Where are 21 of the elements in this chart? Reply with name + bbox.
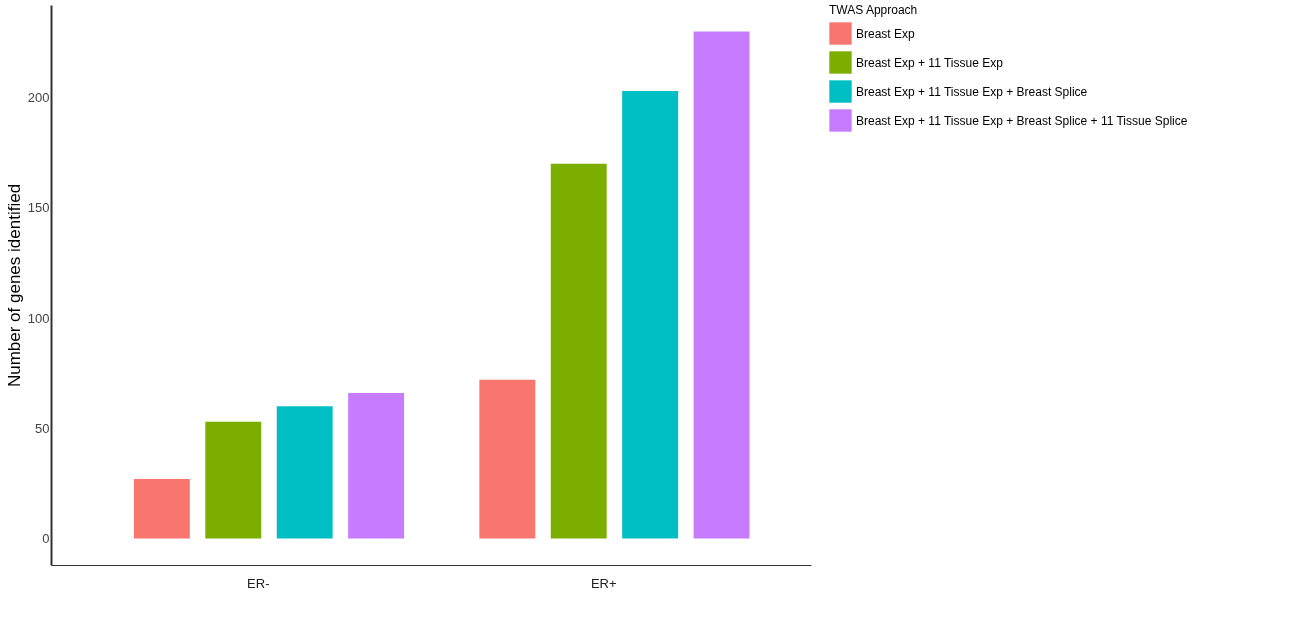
- bar: [693, 31, 750, 539]
- legend-label: Breast Exp + 11 Tissue Exp + Breast Splice + 11 Tissue Splice: [856, 113, 1188, 128]
- y-tick-label: 0: [42, 531, 50, 547]
- bar: [479, 379, 536, 539]
- legend-label: Breast Exp + 11 Tissue Exp + Breast Splice: [856, 84, 1088, 99]
- bar: [133, 479, 190, 539]
- legend-label: Breast Exp: [856, 26, 916, 41]
- y-axis-title: Number of genes identified: [4, 183, 24, 388]
- y-tick-label: 100: [27, 310, 50, 326]
- bar: [276, 406, 333, 539]
- bar: [205, 421, 262, 539]
- y-tick-label: 50: [35, 420, 50, 436]
- legend-label: Breast Exp + 11 Tissue Exp: [856, 55, 1004, 70]
- x-tick-label: ER+: [590, 575, 617, 591]
- bar: [550, 163, 607, 539]
- bar: [622, 90, 679, 539]
- y-tick-label: 150: [27, 200, 50, 216]
- y-tick-label: 200: [27, 90, 50, 106]
- x-tick-label: ER-: [247, 575, 270, 591]
- legend-title: TWAS Approach: [829, 3, 918, 17]
- bar: [348, 393, 405, 539]
